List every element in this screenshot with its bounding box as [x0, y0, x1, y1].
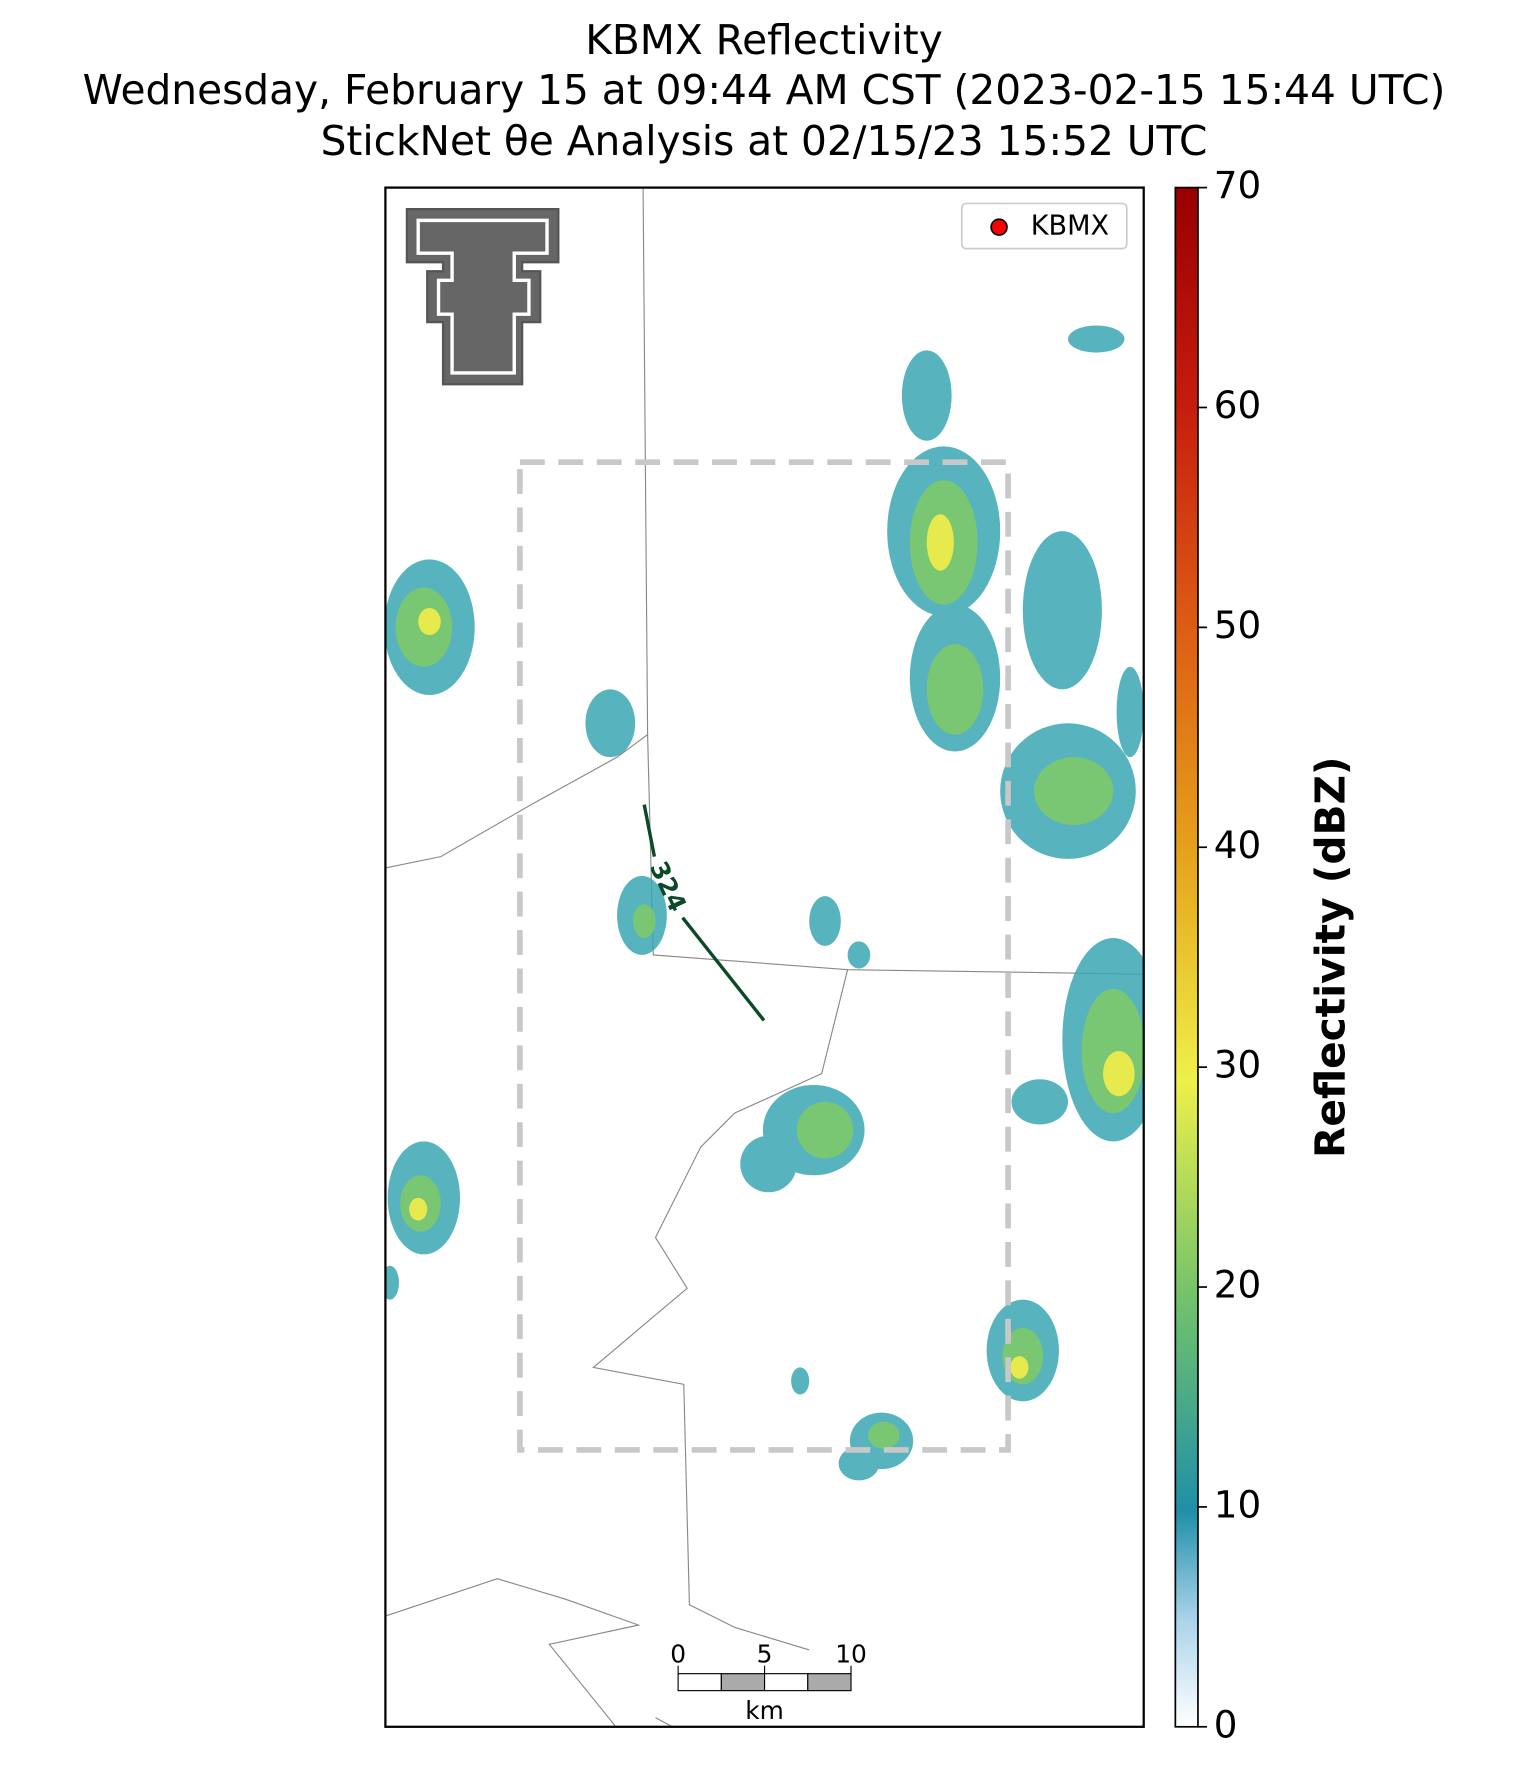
legend-label: KBMX	[1031, 211, 1109, 242]
scale-segment	[720, 1673, 766, 1692]
colorbar-tick-label: 10	[1214, 1482, 1261, 1526]
scale-segment	[677, 1673, 722, 1692]
contour-line	[642, 804, 766, 1022]
legend-marker	[990, 218, 1008, 236]
scale-segment	[807, 1673, 852, 1692]
colorbar-tick-label: 70	[1214, 163, 1261, 207]
scale-bar: 0 5 10 km	[670, 1639, 867, 1725]
logo	[405, 207, 560, 386]
colorbar-tick-label: 50	[1214, 603, 1261, 647]
colorbar	[1174, 186, 1199, 1728]
scale-tick-label: 10	[835, 1639, 867, 1668]
colorbar-tick-label: 30	[1214, 1043, 1261, 1087]
title-line: Wednesday, February 15 at 09:44 AM CST (…	[83, 66, 1446, 114]
boundaries	[385, 187, 1144, 1727]
analysis-domain	[517, 459, 1011, 1453]
colorbar-label: Reflectivity (dBZ)	[1307, 756, 1355, 1157]
scale-tick-label: 0	[670, 1639, 686, 1668]
radar-echoes	[385, 325, 1144, 1481]
legend-box	[960, 202, 1128, 250]
colorbar-tick-label: 40	[1214, 823, 1261, 867]
scale-unit: km	[745, 1696, 784, 1725]
colorbar-tick-label: 60	[1214, 383, 1261, 427]
colorbar-tick-label: 20	[1214, 1263, 1261, 1307]
title-line: StickNet θe Analysis at 02/15/23 15:52 U…	[321, 117, 1208, 165]
scale-tick-label: 5	[757, 1639, 773, 1668]
colorbar-ticks: 0 10 20 30 40 50 60 70	[1197, 163, 1261, 1746]
scale-segment	[764, 1673, 809, 1692]
colorbar-tick-label: 0	[1214, 1702, 1238, 1746]
map-frame	[384, 186, 1145, 1728]
title-line: KBMX Reflectivity	[585, 16, 943, 64]
